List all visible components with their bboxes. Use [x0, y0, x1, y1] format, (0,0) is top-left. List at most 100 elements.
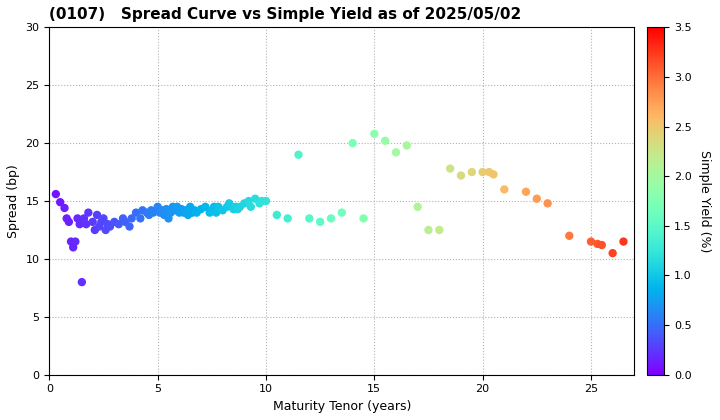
Point — [145, 207, 157, 214]
Point — [607, 250, 618, 257]
Point — [189, 207, 200, 214]
Point — [191, 209, 202, 216]
Point — [444, 165, 456, 172]
Point — [117, 215, 129, 222]
Point — [184, 203, 196, 210]
Point — [141, 209, 153, 216]
Point — [169, 207, 181, 214]
Point — [249, 195, 261, 202]
Point — [78, 215, 90, 222]
Point — [412, 203, 423, 210]
Point — [174, 209, 185, 216]
X-axis label: Maturity Tenor (years): Maturity Tenor (years) — [273, 400, 411, 413]
Point — [102, 221, 114, 228]
Y-axis label: Spread (bp): Spread (bp) — [7, 164, 20, 238]
Point — [98, 215, 109, 222]
Point — [423, 227, 434, 234]
Point — [50, 191, 62, 197]
Point — [228, 206, 239, 213]
Point — [358, 215, 369, 222]
Point — [154, 209, 166, 216]
Point — [531, 195, 543, 202]
Point — [83, 209, 94, 216]
Point — [210, 209, 222, 216]
Text: (0107)   Spread Curve vs Simple Yield as of 2025/05/02: (0107) Spread Curve vs Simple Yield as o… — [50, 7, 521, 22]
Point — [217, 207, 228, 214]
Point — [87, 218, 99, 225]
Point — [96, 218, 107, 225]
Point — [94, 223, 105, 230]
Point — [137, 207, 148, 214]
Point — [245, 203, 256, 210]
Point — [483, 169, 495, 176]
Point — [221, 203, 233, 210]
Point — [109, 218, 120, 225]
Point — [487, 171, 499, 178]
Point — [165, 209, 176, 216]
Point — [167, 203, 179, 210]
Point — [81, 221, 92, 228]
Point — [282, 215, 294, 222]
Point — [315, 218, 326, 225]
Point — [72, 215, 84, 222]
Point — [89, 227, 101, 234]
Point — [61, 215, 73, 222]
Point — [176, 206, 187, 213]
Point — [63, 218, 75, 225]
Point — [104, 223, 116, 230]
Point — [59, 205, 71, 211]
Point — [195, 206, 207, 213]
Point — [135, 215, 146, 222]
Point — [592, 241, 603, 247]
Point — [74, 221, 86, 228]
Point — [455, 172, 467, 179]
Point — [253, 200, 265, 207]
Point — [204, 209, 215, 216]
Point — [223, 200, 235, 207]
Point — [126, 215, 138, 222]
Point — [498, 186, 510, 193]
Point — [379, 137, 391, 144]
Point — [243, 198, 254, 205]
Point — [161, 206, 172, 213]
Point — [433, 227, 445, 234]
Point — [212, 203, 224, 210]
Point — [542, 200, 554, 207]
Point — [120, 218, 131, 225]
Point — [68, 244, 79, 251]
Point — [336, 209, 348, 216]
Point — [182, 212, 194, 218]
Point — [199, 203, 211, 210]
Point — [158, 212, 170, 218]
Point — [234, 203, 246, 210]
Point — [156, 207, 168, 214]
Point — [585, 238, 597, 245]
Point — [260, 198, 271, 205]
Point — [564, 232, 575, 239]
Point — [66, 238, 77, 245]
Point — [230, 203, 241, 210]
Point — [100, 227, 112, 234]
Point — [293, 151, 305, 158]
Point — [304, 215, 315, 222]
Point — [130, 209, 142, 216]
Point — [76, 279, 88, 286]
Point — [466, 169, 477, 176]
Point — [163, 215, 174, 222]
Point — [55, 199, 66, 205]
Point — [91, 212, 103, 218]
Point — [401, 142, 413, 149]
Point — [148, 209, 159, 216]
Point — [521, 189, 532, 195]
Point — [152, 203, 163, 210]
Point — [70, 238, 81, 245]
Point — [238, 200, 250, 207]
Point — [325, 215, 337, 222]
Point — [390, 149, 402, 156]
Point — [256, 198, 267, 205]
Y-axis label: Simple Yield (%): Simple Yield (%) — [698, 150, 711, 252]
Point — [113, 221, 125, 228]
Point — [347, 140, 359, 147]
Point — [232, 206, 243, 213]
Point — [206, 207, 217, 214]
